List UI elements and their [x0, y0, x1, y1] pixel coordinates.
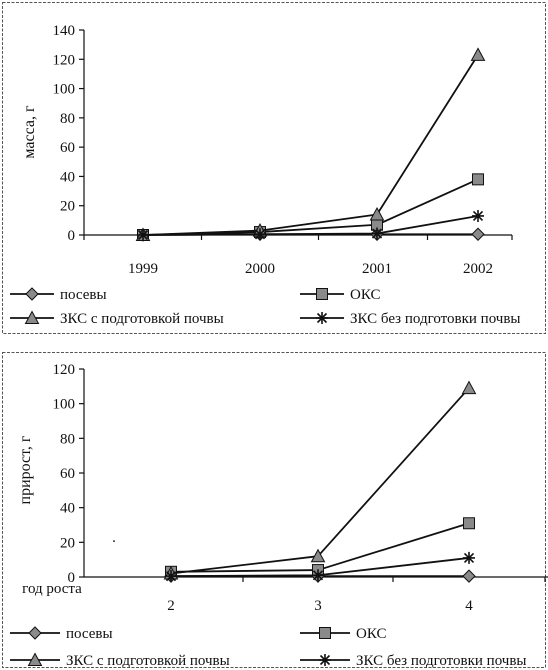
x-tick-label: 3	[314, 598, 322, 614]
data-point-diamond	[471, 227, 485, 241]
data-point-star	[137, 229, 149, 241]
data-point-star	[472, 209, 484, 222]
x-tick-label: 2	[167, 598, 175, 614]
chart-2: 0 20 40 60 80 100 120 2 3 4 год роста прирост, г пос…	[2, 352, 548, 669]
chart-frame	[2, 2, 546, 334]
legend-marker-square-icon	[319, 627, 331, 639]
series-line	[142, 215, 479, 236]
legend-marker-diamond-icon	[25, 287, 39, 301]
series-line	[142, 178, 479, 236]
y-tick-label: 40	[60, 169, 75, 185]
y-tick-label: 20	[60, 535, 75, 551]
legend-label: ЗКС без подготовки почвы	[350, 311, 521, 327]
x-tick-label: 1999	[128, 261, 158, 277]
y-tick-label: 0	[68, 228, 76, 244]
chart-frame	[2, 352, 546, 668]
legend-marker-triangle-icon	[27, 652, 43, 666]
series-triangle	[163, 380, 477, 580]
series-triangle	[135, 47, 486, 241]
y-tick-label: 60	[60, 140, 75, 156]
legend-marker-triangle-icon	[24, 310, 40, 324]
data-point-star	[371, 227, 383, 240]
legend-label: ОКС	[350, 287, 380, 303]
data-point-star	[165, 570, 177, 583]
data-point-triangle	[470, 47, 486, 61]
legend-marker-star-icon	[319, 654, 331, 666]
x-tick-label: 2002	[463, 261, 493, 277]
legend-marker-diamond-icon	[28, 626, 42, 640]
data-point-star	[463, 551, 475, 564]
y-tick-label: 140	[53, 23, 76, 39]
data-point-square	[472, 173, 484, 186]
data-point-triangle	[369, 206, 385, 221]
data-point-diamond	[462, 569, 476, 583]
series-square	[137, 173, 484, 241]
legend-marker-square-icon	[316, 288, 328, 300]
data-point-triangle	[461, 380, 477, 395]
legend-label: посевы	[60, 287, 107, 303]
x-tick-label: 4	[465, 598, 473, 614]
legend-entry: посевы	[10, 626, 113, 642]
legend-entry: ОКС	[300, 626, 386, 642]
legend-marker-star-icon	[316, 312, 328, 324]
data-point-star	[312, 569, 324, 582]
y-tick-label: 100	[53, 82, 76, 98]
y-tick-label: 80	[60, 431, 75, 447]
legend-entry: ЗКС без подготовки почвы	[300, 311, 521, 327]
legend-entry: ЗКС с подготовкой почвы	[10, 652, 230, 669]
y-tick-label: 80	[60, 111, 75, 127]
legend-label: ОКС	[356, 626, 386, 642]
data-point-triangle	[310, 548, 326, 563]
legend-entry: ОКС	[300, 287, 380, 303]
series-star	[137, 209, 484, 241]
y-tick-label: 100	[53, 397, 76, 413]
legend-entry: ЗКС с подготовкой почвы	[10, 310, 224, 327]
legend-label: ЗКС без подготовки почвы	[356, 653, 527, 669]
y-tick-label: 20	[60, 199, 75, 215]
y-tick-label: 0	[68, 570, 76, 586]
y-tick-label: 40	[60, 501, 75, 517]
data-point-star	[254, 228, 266, 241]
y-tick-label: 120	[53, 52, 76, 68]
legend-label: ЗКС с подготовкой почвы	[66, 653, 230, 669]
x-tick-label: 2001	[362, 261, 392, 277]
series-line	[170, 387, 470, 575]
chart-1: 0 20 40 60 80 100 120 140 1999 2000 2001 2002 масса,…	[2, 2, 546, 334]
x-tick-label: 2000	[245, 261, 275, 277]
legend-label: посевы	[66, 626, 113, 642]
series-line	[142, 54, 479, 236]
y-tick-label: 120	[53, 362, 76, 378]
y-axis-title: масса, г	[21, 105, 38, 159]
legend-entry: посевы	[10, 287, 107, 303]
legend-entry: ЗКС без подготовки почвы	[300, 653, 527, 669]
data-point-square	[463, 517, 475, 530]
x-axis-title: год роста	[22, 581, 82, 597]
stray-dot: ·	[112, 534, 117, 550]
y-tick-label: 60	[60, 466, 75, 482]
y-axis-title: прирост, г	[17, 435, 34, 504]
series-star	[165, 551, 475, 583]
legend-label: ЗКС с подготовкой почвы	[60, 311, 224, 327]
